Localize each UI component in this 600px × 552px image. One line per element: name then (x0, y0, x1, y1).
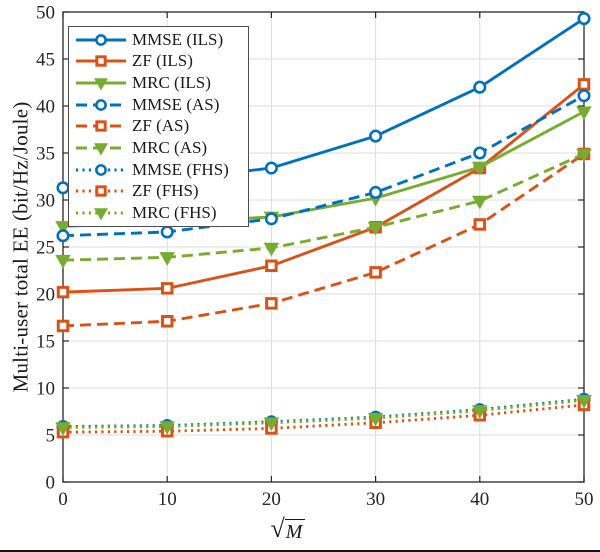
circle-marker (369, 185, 383, 200)
triangle-marker (576, 106, 592, 121)
series-line (62, 152, 585, 262)
legend-sample (76, 163, 126, 176)
legend-item-mmse-fhs: MMSE (FHS) (75, 160, 244, 180)
circle-marker (577, 12, 591, 26)
square-marker (265, 259, 278, 273)
circle-marker (56, 181, 70, 195)
legend-label: ZF (AS) (132, 116, 190, 136)
triangle-marker (55, 254, 71, 269)
y-tick-label: 15 (36, 332, 55, 353)
square-marker (95, 55, 107, 68)
triangle-marker (576, 148, 592, 163)
square-marker (95, 185, 107, 198)
legend-item-zf-as: ZF (AS) (75, 116, 244, 136)
legend-label: ZF (FHS) (132, 181, 199, 201)
y-tick-label: 50 (36, 3, 55, 24)
square-marker (577, 78, 591, 91)
legend-sample (76, 78, 126, 91)
triangle-marker (472, 405, 488, 419)
circle-marker (95, 163, 107, 176)
circle-marker (473, 146, 487, 160)
legend-label: MRC (AS) (132, 138, 208, 158)
sqrt-argument: M (284, 518, 306, 543)
legend-label: MMSE (AS) (132, 94, 220, 114)
circle-marker (95, 33, 107, 46)
square-marker (95, 120, 107, 133)
legend-item-mmse-ils: MMSE (ILS) (75, 30, 244, 50)
y-tick-label: 20 (36, 285, 55, 306)
circle-marker (264, 161, 278, 175)
triangle-marker (93, 78, 109, 91)
x-axis-label: √ M (188, 516, 388, 543)
legend-sample (76, 98, 126, 111)
legend-item-zf-fhs: ZF (FHS) (75, 181, 244, 201)
triangle-marker (367, 222, 384, 236)
square-marker (160, 315, 174, 328)
triangle-marker (263, 417, 280, 432)
square-marker (160, 282, 174, 295)
circle-marker (473, 80, 487, 94)
circle-marker (264, 212, 278, 226)
series-line (62, 152, 585, 328)
square-marker (369, 266, 382, 279)
triangle-marker (159, 252, 175, 266)
y-tick-label: 25 (36, 238, 55, 259)
triangle-marker (159, 421, 175, 435)
y-tick-label: 10 (36, 379, 55, 400)
legend-label: MRC (FHS) (132, 203, 217, 223)
square-marker (56, 285, 70, 299)
circle-marker (95, 98, 107, 111)
x-tick-label: 50 (575, 489, 594, 510)
x-tick-label: 20 (262, 489, 281, 510)
legend-item-mrc-as: MRC (AS) (75, 138, 244, 158)
square-marker (473, 218, 487, 231)
circle-marker (56, 229, 70, 243)
triangle-marker (55, 422, 71, 436)
legend: MMSE (ILS) ZF (ILS) MRC (ILS) MMSE (AS) ZF (… (68, 26, 249, 227)
y-tick-label: 35 (36, 144, 55, 165)
square-marker (56, 319, 70, 333)
legend-sample (76, 208, 126, 221)
triangle-marker (576, 394, 592, 409)
legend-label: ZF (ILS) (132, 51, 193, 71)
legend-item-mrc-ils: MRC (ILS) (75, 73, 244, 93)
legend-label: MRC (ILS) (132, 73, 211, 93)
y-tick-label: 0 (46, 473, 56, 494)
legend-label: MMSE (ILS) (132, 29, 224, 49)
x-tick-label: 0 (58, 489, 68, 510)
triangle-marker (93, 208, 109, 221)
circle-marker (577, 89, 591, 103)
legend-sample (76, 55, 126, 68)
x-tick-label: 10 (158, 489, 177, 510)
legend-sample (76, 185, 126, 198)
x-tick-label: 40 (470, 489, 489, 510)
sqrt-sign: √ (270, 514, 285, 543)
triangle-marker (55, 221, 71, 235)
y-tick-label: 45 (36, 50, 55, 71)
y-axis-label: Multi-user total EE (bit/Hz/Joule) (8, 101, 33, 393)
legend-item-mmse-as: MMSE (AS) (75, 95, 244, 115)
circle-marker (160, 225, 174, 239)
legend-item-zf-ils: ZF (ILS) (75, 51, 244, 71)
legend-label: MMSE (FHS) (132, 159, 229, 179)
triangle-marker (263, 242, 280, 257)
legend-sample (76, 120, 126, 133)
legend-sample (76, 143, 126, 156)
series-line (62, 83, 585, 294)
triangle-marker (93, 143, 109, 156)
y-tick-label: 40 (36, 97, 55, 118)
y-tick-label: 30 (36, 191, 55, 212)
square-marker (265, 297, 278, 310)
series-line (62, 94, 585, 238)
legend-sample (76, 33, 126, 46)
triangle-marker (472, 161, 488, 176)
y-tick-label: 5 (46, 426, 56, 447)
legend-item-mrc-fhs: MRC (FHS) (75, 203, 244, 223)
triangle-marker (472, 195, 488, 210)
triangle-marker (367, 412, 384, 427)
x-tick-label: 30 (366, 489, 385, 510)
circle-marker (369, 129, 383, 143)
